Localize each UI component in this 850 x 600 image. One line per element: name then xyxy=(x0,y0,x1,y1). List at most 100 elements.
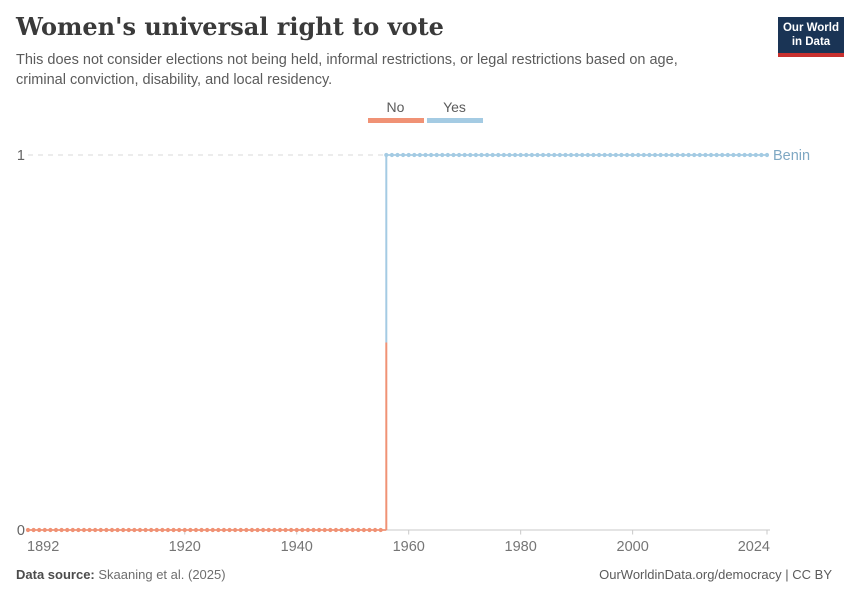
data-point[interactable] xyxy=(149,527,154,533)
data-point[interactable] xyxy=(417,152,422,158)
data-point[interactable] xyxy=(126,527,131,533)
data-point[interactable] xyxy=(406,152,411,158)
data-point[interactable] xyxy=(193,527,199,533)
data-point[interactable] xyxy=(468,152,473,158)
data-point[interactable] xyxy=(512,152,518,158)
data-point[interactable] xyxy=(613,152,618,158)
data-point[interactable] xyxy=(98,527,103,533)
data-point[interactable] xyxy=(630,152,635,158)
data-point[interactable] xyxy=(596,152,602,158)
data-point[interactable] xyxy=(328,527,333,533)
entity-label[interactable]: Benin xyxy=(773,148,810,164)
data-point[interactable] xyxy=(568,152,574,158)
data-point[interactable] xyxy=(563,152,568,158)
data-point[interactable] xyxy=(76,527,81,533)
data-point[interactable] xyxy=(641,152,646,158)
data-point[interactable] xyxy=(305,527,311,533)
data-point[interactable] xyxy=(395,152,400,158)
data-point[interactable] xyxy=(154,527,159,533)
data-point[interactable] xyxy=(378,527,383,533)
data-point[interactable] xyxy=(484,152,490,158)
data-point[interactable] xyxy=(350,527,355,533)
data-point[interactable] xyxy=(731,152,736,158)
data-point[interactable] xyxy=(261,527,266,533)
data-point[interactable] xyxy=(289,527,294,533)
data-point[interactable] xyxy=(81,527,87,533)
data-point[interactable] xyxy=(535,152,540,158)
data-point[interactable] xyxy=(333,527,339,533)
data-point[interactable] xyxy=(764,152,770,158)
data-point[interactable] xyxy=(652,152,658,158)
data-point[interactable] xyxy=(373,527,378,533)
data-point[interactable] xyxy=(249,527,255,533)
data-point[interactable] xyxy=(143,527,148,533)
data-point[interactable] xyxy=(759,152,764,158)
data-point[interactable] xyxy=(121,527,126,533)
data-point[interactable] xyxy=(238,527,243,533)
data-point[interactable] xyxy=(227,527,232,533)
data-point[interactable] xyxy=(708,152,714,158)
data-point[interactable] xyxy=(389,152,395,158)
data-point[interactable] xyxy=(361,527,367,533)
data-point[interactable] xyxy=(608,152,613,158)
data-point[interactable] xyxy=(59,527,64,533)
owid-logo[interactable]: Our World in Data xyxy=(778,17,844,57)
license-credit[interactable]: OurWorldinData.org/democracy | CC BY xyxy=(599,567,832,582)
data-point[interactable] xyxy=(277,527,283,533)
data-point[interactable] xyxy=(546,152,551,158)
data-point[interactable] xyxy=(70,527,75,533)
data-point[interactable] xyxy=(440,152,445,158)
data-point[interactable] xyxy=(669,152,674,158)
data-point[interactable] xyxy=(664,152,669,158)
data-point[interactable] xyxy=(748,152,753,158)
data-point[interactable] xyxy=(507,152,512,158)
data-point[interactable] xyxy=(205,527,210,533)
data-point[interactable] xyxy=(160,527,165,533)
data-point[interactable] xyxy=(680,152,686,158)
data-point[interactable] xyxy=(199,527,204,533)
data-point[interactable] xyxy=(171,527,176,533)
data-point[interactable] xyxy=(48,527,53,533)
data-point[interactable] xyxy=(311,527,316,533)
data-point[interactable] xyxy=(165,527,171,533)
data-point[interactable] xyxy=(686,152,691,158)
data-point[interactable] xyxy=(692,152,697,158)
data-point[interactable] xyxy=(552,152,557,158)
legend-item-no[interactable]: No xyxy=(367,100,424,123)
data-point[interactable] xyxy=(31,527,36,533)
data-point[interactable] xyxy=(210,527,215,533)
data-point[interactable] xyxy=(518,152,523,158)
data-point[interactable] xyxy=(294,527,299,533)
data-point[interactable] xyxy=(585,152,590,158)
data-point[interactable] xyxy=(65,527,70,533)
legend-item-yes[interactable]: Yes xyxy=(426,100,483,123)
data-point[interactable] xyxy=(591,152,596,158)
data-point[interactable] xyxy=(580,152,585,158)
data-point[interactable] xyxy=(714,152,719,158)
data-point[interactable] xyxy=(423,152,428,158)
data-point[interactable] xyxy=(619,152,624,158)
data-point[interactable] xyxy=(703,152,708,158)
data-point[interactable] xyxy=(132,527,137,533)
data-point[interactable] xyxy=(255,527,260,533)
data-point[interactable] xyxy=(87,527,92,533)
data-point[interactable] xyxy=(42,527,47,533)
data-point[interactable] xyxy=(636,152,641,158)
data-point[interactable] xyxy=(266,527,271,533)
data-point[interactable] xyxy=(188,527,193,533)
data-point[interactable] xyxy=(496,152,501,158)
data-point[interactable] xyxy=(356,527,361,533)
data-point[interactable] xyxy=(317,527,322,533)
data-point[interactable] xyxy=(529,152,534,158)
data-point[interactable] xyxy=(675,152,680,158)
data-point[interactable] xyxy=(345,527,350,533)
data-point[interactable] xyxy=(272,527,277,533)
data-point[interactable] xyxy=(456,152,462,158)
data-point[interactable] xyxy=(602,152,607,158)
data-point[interactable] xyxy=(428,152,434,158)
data-point[interactable] xyxy=(725,152,730,158)
data-point[interactable] xyxy=(501,152,506,158)
data-point[interactable] xyxy=(322,527,327,533)
data-point[interactable] xyxy=(479,152,484,158)
